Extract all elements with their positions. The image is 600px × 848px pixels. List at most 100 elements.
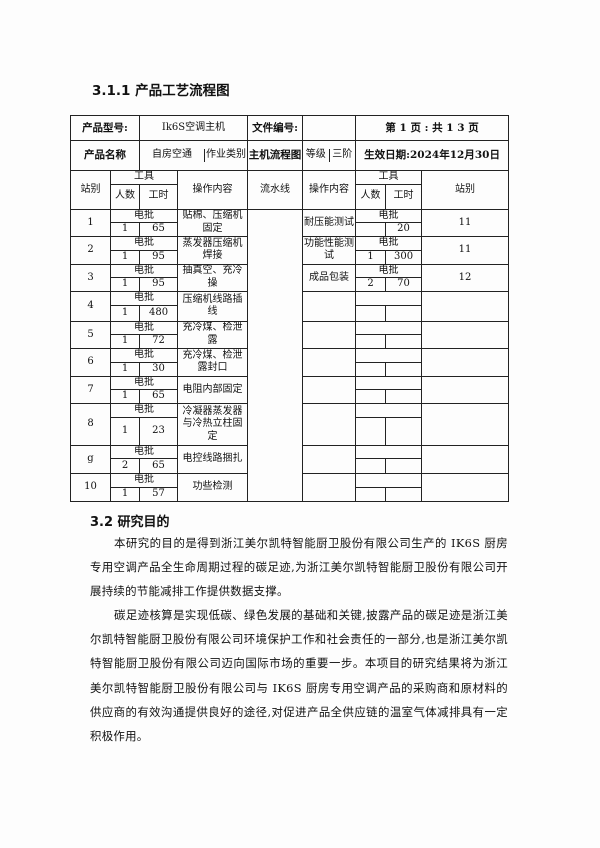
people-cell-right xyxy=(355,486,387,502)
col-people-right: 人数 xyxy=(355,183,387,210)
hours-cell: 65 xyxy=(139,222,179,237)
hours-cell: 65 xyxy=(139,389,179,404)
people-cell: 1 xyxy=(109,277,141,292)
tool-cell-right xyxy=(355,320,423,335)
tool-cell-right: 电批 xyxy=(355,236,423,251)
hours-cell-right: 20 xyxy=(385,222,423,237)
operation-cell: 贴棉、压缩机固定 xyxy=(177,208,249,237)
hours-cell-right xyxy=(385,486,423,502)
col-people: 人数 xyxy=(109,183,141,210)
people-cell: 1 xyxy=(109,334,141,349)
table-row: 6 电批 充冷煤、检泄露封口 xyxy=(70,348,510,377)
people-cell: 1 xyxy=(109,304,141,322)
station-cell: 4 xyxy=(70,291,111,322)
station-cell-right xyxy=(421,291,510,322)
job-type-value: 主机流程图 xyxy=(247,140,304,171)
hours-cell-right xyxy=(385,416,423,446)
tool-cell-right xyxy=(355,444,423,459)
operation-cell-right xyxy=(302,473,357,502)
table-row: g 电批 电控线路捆扎 xyxy=(70,444,510,474)
tool-cell: 电批 xyxy=(109,320,179,335)
people-cell-right: 2 xyxy=(355,277,387,292)
people-cell-right xyxy=(355,361,387,377)
col-hours-right: 工时 xyxy=(385,183,423,210)
operation-cell-right xyxy=(302,348,357,377)
hours-cell: 65 xyxy=(139,458,179,474)
people-cell: 1 xyxy=(109,361,141,377)
operation-cell: 电阻内部固定 xyxy=(177,375,249,404)
operation-cell: 电控线路捆扎 xyxy=(177,444,249,474)
flow-line-cell xyxy=(247,208,304,502)
table-row-sub: 1 57 xyxy=(71,486,509,502)
station-cell: g xyxy=(70,444,111,474)
tool-cell: 电批 xyxy=(109,263,179,278)
table-row: 5 电批 充冷煤、检泄露 xyxy=(70,320,510,349)
hours-cell-right xyxy=(385,361,423,377)
operation-cell: 充冷煤、检泄露 xyxy=(177,320,249,349)
hours-cell: 72 xyxy=(139,334,179,349)
table-row-sub: 1 72 xyxy=(71,334,509,349)
table-row: 3 电批 抽真空、充冷操 成品包装 电批 12 xyxy=(70,263,510,292)
tool-cell: 电批 xyxy=(109,348,179,363)
tool-cell: 电批 xyxy=(109,403,179,418)
hours-cell-right xyxy=(385,389,423,404)
hours-cell: 23 xyxy=(139,416,179,446)
station-cell: 6 xyxy=(70,348,111,377)
table-row-sub: 1 65 20 xyxy=(71,222,509,237)
hours-cell-right xyxy=(385,334,423,349)
tool-cell: 电批 xyxy=(109,208,179,223)
station-cell-right: 11 xyxy=(421,208,510,237)
people-cell-right: 1 xyxy=(355,249,387,265)
tool-cell: 电批 xyxy=(109,444,179,459)
name-label: 产品名称 xyxy=(69,140,141,171)
operation-cell-right xyxy=(302,444,357,474)
station-cell-right xyxy=(421,403,510,446)
operation-cell-right xyxy=(302,403,357,446)
table-row-sub: 1 30 xyxy=(71,361,509,377)
page-indicator: 第 1 页 : 共 1 3 页 xyxy=(355,115,510,141)
paragraph-1: 本研究的目的是得到浙江美尔凯特智能厨卫股份有限公司生产的 IK6S 厨房专用空调… xyxy=(90,536,508,599)
station-cell-right xyxy=(421,375,510,404)
col-hours: 工时 xyxy=(139,183,179,210)
station-cell-right: 11 xyxy=(421,236,510,265)
col-line: 流水线 xyxy=(247,170,304,210)
tool-cell-right xyxy=(355,348,423,363)
table-row-sub: 1 65 xyxy=(71,389,509,404)
job-type-label: 作业类别 xyxy=(204,149,247,162)
section-heading-3-1-1: 3.1.1 产品工艺流程图 xyxy=(92,83,230,99)
operation-cell-right: 耐压能测试 xyxy=(302,208,357,237)
operation-cell: 功些检测 xyxy=(177,473,249,502)
station-cell: 3 xyxy=(70,263,111,292)
hours-cell-right xyxy=(385,304,423,322)
people-cell-right xyxy=(355,304,387,322)
hours-cell: 95 xyxy=(139,277,179,292)
operation-cell-right xyxy=(302,320,357,349)
station-cell: 10 xyxy=(70,473,111,502)
table-row: 7 电批 电阻内部固定 xyxy=(70,375,510,404)
hours-cell: 30 xyxy=(139,361,179,377)
station-cell-right xyxy=(421,473,510,502)
hours-cell-right xyxy=(385,458,423,474)
name-value: 自房空通 xyxy=(152,149,193,161)
operation-cell: 蒸发器压缩机焊接 xyxy=(177,236,249,265)
people-cell: 2 xyxy=(109,458,141,474)
people-cell: 1 xyxy=(109,389,141,404)
people-cell: 1 xyxy=(109,486,141,502)
tool-cell-right xyxy=(355,403,423,418)
hours-cell: 57 xyxy=(139,486,179,502)
people-cell-right xyxy=(355,416,387,446)
tool-cell: 电批 xyxy=(109,236,179,251)
col-station-right: 站别 xyxy=(421,170,510,210)
station-cell: 1 xyxy=(70,208,111,237)
people-cell: 1 xyxy=(109,249,141,265)
table-row: 4 电批 压缩机线路插线 xyxy=(70,291,510,322)
model-label: 产品型号: xyxy=(69,115,141,141)
doc-no-value xyxy=(302,115,357,141)
people-cell: 1 xyxy=(109,416,141,446)
tool-cell: 电批 xyxy=(109,473,179,488)
col-tool: 工具 xyxy=(109,170,179,185)
people-cell: 1 xyxy=(109,222,141,237)
tool-cell-right: 电批 xyxy=(355,208,423,223)
effective-date: 生效日期:2024年12月30日 xyxy=(355,140,510,171)
operation-cell: 压缩机线路插线 xyxy=(177,291,249,322)
